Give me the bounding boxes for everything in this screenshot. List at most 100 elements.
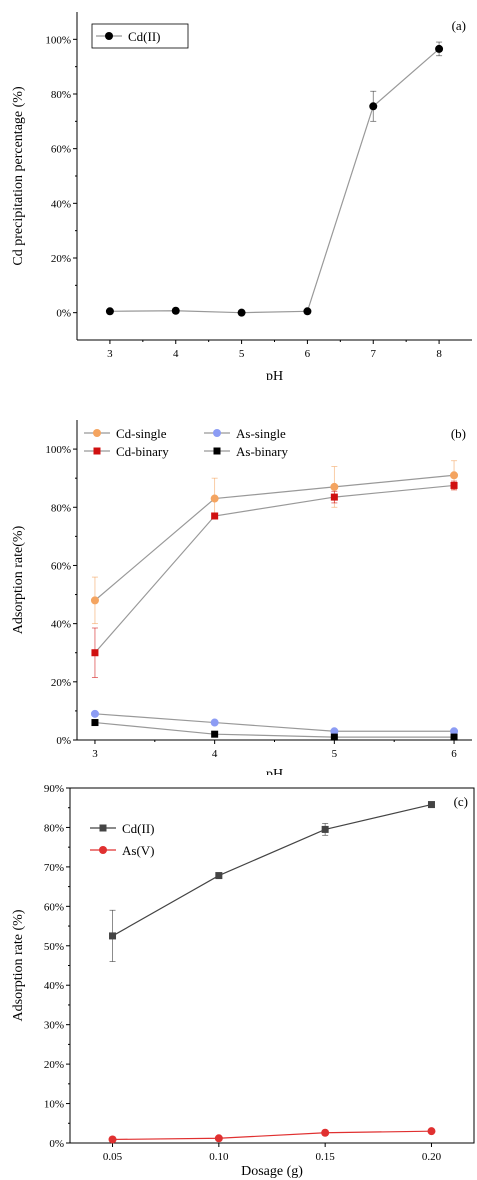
- data-point: [330, 727, 339, 736]
- y-tick-label: 0%: [56, 735, 71, 747]
- data-point: [303, 307, 312, 316]
- legend-entry: Cd-binary: [116, 444, 169, 459]
- legend-marker: [93, 429, 101, 437]
- y-tick-label: 60%: [44, 901, 64, 913]
- x-tick-label: 0.20: [422, 1151, 442, 1163]
- y-tick-label: 100%: [45, 444, 71, 456]
- legend-marker: [93, 447, 101, 455]
- x-tick-label: 0.10: [209, 1151, 229, 1163]
- legend-entry: Cd(II): [128, 29, 161, 44]
- x-tick-label: 4: [212, 748, 218, 760]
- y-tick-label: 30%: [44, 1020, 64, 1032]
- data-point: [330, 482, 339, 491]
- y-tick-label: 20%: [44, 1059, 64, 1071]
- data-point: [214, 1134, 223, 1143]
- data-point: [90, 709, 99, 718]
- data-point: [450, 471, 459, 480]
- data-point: [91, 719, 99, 727]
- series-line-0: [109, 48, 440, 314]
- series-line-1: [112, 1130, 432, 1141]
- x-tick-label: 0.05: [103, 1151, 123, 1163]
- panel-label: (c): [454, 794, 468, 809]
- data-point: [369, 102, 378, 111]
- data-point: [330, 493, 338, 501]
- series-line-1: [94, 713, 455, 732]
- y-tick-label: 20%: [51, 253, 71, 265]
- y-tick-label: 40%: [51, 198, 71, 210]
- x-tick-label: 8: [436, 348, 442, 360]
- data-point: [435, 44, 444, 53]
- data-point: [210, 718, 219, 727]
- data-point: [211, 730, 219, 738]
- data-point: [450, 727, 459, 736]
- x-tick-label: 6: [305, 348, 311, 360]
- data-point: [109, 932, 117, 940]
- data-point: [215, 872, 223, 880]
- legend-entry: As-binary: [236, 444, 288, 459]
- panel-label: (a): [452, 18, 466, 33]
- data-point: [427, 801, 435, 809]
- x-tick-label: 5: [332, 748, 338, 760]
- x-tick-label: 6: [451, 748, 457, 760]
- x-tick-label: 4: [173, 348, 179, 360]
- x-axis-label: pH: [266, 767, 283, 775]
- x-tick-label: 3: [92, 748, 98, 760]
- y-tick-label: 90%: [44, 783, 64, 795]
- y-tick-label: 0%: [49, 1138, 64, 1150]
- y-tick-label: 40%: [51, 619, 71, 631]
- x-tick-label: 5: [239, 348, 245, 360]
- data-point: [90, 596, 99, 605]
- x-tick-label: 7: [371, 348, 377, 360]
- y-tick-label: 80%: [51, 502, 71, 514]
- y-tick-label: 50%: [44, 941, 64, 953]
- chart-b: 0% 20% 40% 60% 80% 100% 3 4 5 6 pH Adsorption rate(…: [11, 420, 472, 775]
- legend-marker: [99, 824, 107, 832]
- legend-entry: Cd-single: [116, 426, 167, 441]
- y-tick-label: 80%: [44, 822, 64, 834]
- legend-marker: [105, 32, 113, 40]
- y-tick-label: 80%: [51, 89, 71, 101]
- data-point: [321, 1128, 330, 1137]
- data-point: [211, 512, 219, 520]
- data-point: [210, 494, 219, 503]
- data-point: [108, 1135, 117, 1144]
- data-point: [105, 307, 114, 316]
- y-tick-label: 10%: [44, 1099, 64, 1111]
- legend-entry: As(V): [122, 843, 155, 858]
- data-point: [171, 306, 180, 315]
- series-line-0: [112, 803, 432, 937]
- y-tick-label: 40%: [44, 980, 64, 992]
- y-axis-label: Adsorption rate(%): [11, 525, 26, 634]
- x-tick-label: 0.15: [316, 1151, 336, 1163]
- x-tick-label: 3: [107, 348, 113, 360]
- y-axis-label: Adsorption rate (%): [11, 909, 26, 1021]
- data-point: [450, 481, 458, 489]
- panel-label: (b): [451, 426, 466, 441]
- y-axis-label: Cd precipitation percentage (%): [11, 86, 26, 266]
- y-tick-label: 0%: [56, 308, 71, 320]
- legend-entry: Cd(II): [122, 821, 155, 836]
- legend-marker: [99, 846, 107, 854]
- data-point: [450, 733, 458, 741]
- y-tick-label: 70%: [44, 862, 64, 874]
- y-tick-label: 100%: [45, 34, 71, 46]
- data-point: [330, 733, 338, 741]
- legend-marker: [213, 429, 221, 437]
- y-tick-label: 60%: [51, 560, 71, 572]
- data-point: [237, 308, 246, 317]
- data-point: [427, 1127, 436, 1136]
- chart-c: 0% 10% 20% 30% 40% 50% 60% 70% 80% 90% 0.05 0.10 0.1…: [11, 783, 475, 1179]
- series-line-0: [94, 474, 455, 601]
- legend-entry: As-single: [236, 426, 286, 441]
- y-tick-label: 20%: [51, 677, 71, 689]
- data-point: [321, 825, 329, 833]
- x-axis-label: pH: [266, 369, 283, 380]
- series-line-3: [94, 721, 455, 738]
- data-point: [91, 649, 99, 657]
- y-tick-label: 60%: [51, 144, 71, 156]
- series-line-2: [94, 484, 455, 654]
- x-axis-label: Dosage (g): [241, 1164, 303, 1179]
- plot-frame: [69, 787, 475, 1144]
- chart-a: 0% 20% 40% 60% 80% 100% 3 4 5 6 7 8 pH Cd precipitati…: [11, 12, 472, 380]
- legend-marker: [213, 447, 221, 455]
